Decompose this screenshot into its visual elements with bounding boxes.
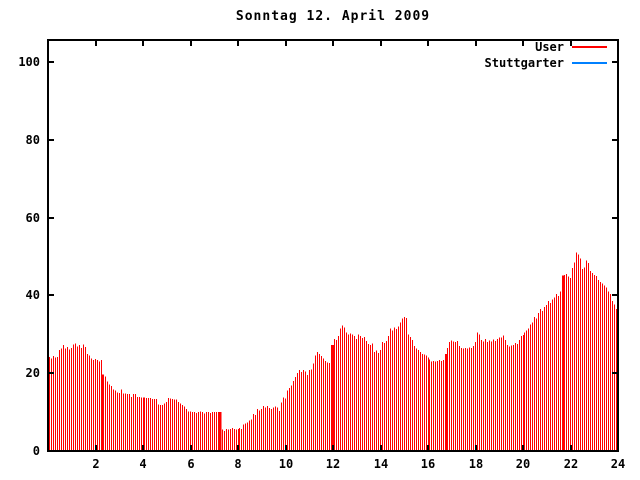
x-tick-label: 22 — [564, 457, 578, 471]
x-tick-label: 18 — [469, 457, 483, 471]
y-tick-label: 20 — [26, 366, 40, 380]
x-tick-label: 16 — [421, 457, 435, 471]
x-tick-label: 14 — [374, 457, 388, 471]
legend-entry-user: User — [485, 39, 607, 55]
legend-entry-stuttgarter: Stuttgarter — [485, 55, 607, 71]
legend-line-stuttgarter — [572, 62, 607, 64]
x-tick-label: 24 — [611, 457, 625, 471]
x-tick-label: 8 — [234, 457, 241, 471]
legend: User Stuttgarter — [485, 39, 607, 71]
legend-line-user — [572, 46, 607, 48]
x-tick-label: 4 — [139, 457, 146, 471]
x-tick-label: 20 — [516, 457, 530, 471]
legend-label-user: User — [535, 40, 564, 54]
y-tick-label: 60 — [26, 211, 40, 225]
y-tick-label: 40 — [26, 288, 40, 302]
x-tick-label: 6 — [187, 457, 194, 471]
chart-title: Sonntag 12. April 2009 — [235, 9, 431, 24]
x-tick-label: 2 — [92, 457, 99, 471]
y-tick-label: 80 — [26, 133, 40, 147]
x-tick-label: 12 — [326, 457, 340, 471]
legend-label-stuttgarter: Stuttgarter — [484, 56, 564, 70]
y-tick-label: 0 — [33, 444, 40, 458]
x-tick-label: 10 — [279, 457, 293, 471]
y-tick-label: 100 — [18, 55, 40, 69]
